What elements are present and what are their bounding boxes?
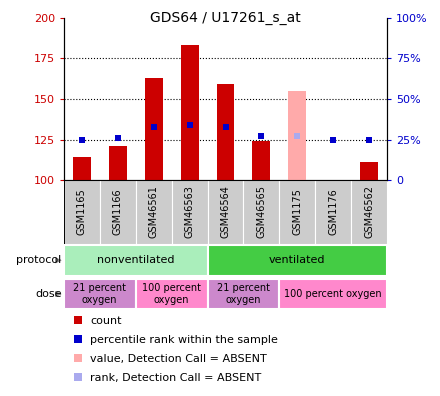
Bar bbox=[136, 279, 208, 309]
Bar bbox=[136, 180, 172, 244]
Bar bbox=[73, 354, 82, 362]
Bar bbox=[253, 141, 271, 180]
Text: GSM1166: GSM1166 bbox=[113, 188, 123, 235]
Text: GSM46562: GSM46562 bbox=[364, 185, 374, 238]
Bar bbox=[351, 180, 387, 244]
Bar bbox=[279, 279, 387, 309]
Bar bbox=[64, 279, 136, 309]
Bar bbox=[64, 245, 208, 276]
Bar bbox=[216, 84, 235, 180]
Bar bbox=[208, 279, 279, 309]
Bar bbox=[73, 316, 82, 324]
Bar bbox=[315, 180, 351, 244]
Bar bbox=[243, 180, 279, 244]
Bar bbox=[208, 180, 243, 244]
Text: GSM1176: GSM1176 bbox=[328, 188, 338, 235]
Bar bbox=[288, 91, 306, 180]
Text: 21 percent
oxygen: 21 percent oxygen bbox=[217, 283, 270, 305]
Bar bbox=[208, 245, 387, 276]
Bar bbox=[64, 180, 100, 244]
Bar bbox=[172, 180, 208, 244]
Text: GSM1175: GSM1175 bbox=[292, 188, 302, 235]
Text: 100 percent
oxygen: 100 percent oxygen bbox=[142, 283, 201, 305]
Text: protocol: protocol bbox=[16, 255, 62, 265]
Text: GSM46565: GSM46565 bbox=[257, 185, 267, 238]
Bar bbox=[73, 335, 82, 343]
Text: GDS64 / U17261_s_at: GDS64 / U17261_s_at bbox=[150, 11, 301, 25]
Text: count: count bbox=[90, 316, 122, 326]
Text: GSM1165: GSM1165 bbox=[77, 188, 87, 235]
Text: rank, Detection Call = ABSENT: rank, Detection Call = ABSENT bbox=[90, 373, 261, 383]
Text: percentile rank within the sample: percentile rank within the sample bbox=[90, 335, 278, 345]
Bar bbox=[145, 78, 163, 180]
Text: GSM46561: GSM46561 bbox=[149, 185, 159, 238]
Text: dose: dose bbox=[35, 289, 62, 299]
Bar bbox=[360, 162, 378, 180]
Text: 21 percent
oxygen: 21 percent oxygen bbox=[73, 283, 126, 305]
Text: value, Detection Call = ABSENT: value, Detection Call = ABSENT bbox=[90, 354, 267, 364]
Text: nonventilated: nonventilated bbox=[97, 255, 174, 265]
Text: ventilated: ventilated bbox=[269, 255, 326, 265]
Bar bbox=[180, 46, 198, 180]
Text: GSM46564: GSM46564 bbox=[220, 185, 231, 238]
Bar bbox=[73, 373, 82, 381]
Text: GSM46563: GSM46563 bbox=[184, 185, 194, 238]
Text: 100 percent oxygen: 100 percent oxygen bbox=[285, 289, 382, 299]
Bar bbox=[279, 180, 315, 244]
Bar bbox=[100, 180, 136, 244]
Bar bbox=[73, 158, 91, 180]
Bar bbox=[109, 146, 127, 180]
